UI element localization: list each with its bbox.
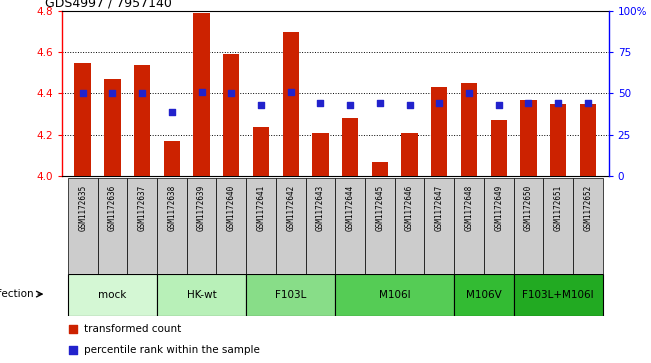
Bar <box>68 274 157 316</box>
Text: M106V: M106V <box>466 290 502 300</box>
Bar <box>484 178 514 274</box>
Bar <box>104 79 120 176</box>
Text: GSM1172639: GSM1172639 <box>197 185 206 231</box>
Bar <box>157 274 246 316</box>
Bar <box>187 178 216 274</box>
Point <box>523 101 534 106</box>
Point <box>583 101 593 106</box>
Text: GSM1172642: GSM1172642 <box>286 185 295 231</box>
Bar <box>68 178 98 274</box>
Point <box>256 102 266 108</box>
Text: infection: infection <box>0 289 34 299</box>
Text: percentile rank within the sample: percentile rank within the sample <box>84 345 260 355</box>
Bar <box>223 54 240 176</box>
Bar <box>454 274 514 316</box>
Text: GSM1172649: GSM1172649 <box>494 185 503 231</box>
Text: transformed count: transformed count <box>84 324 181 334</box>
Bar <box>573 178 603 274</box>
Bar <box>454 178 484 274</box>
Bar <box>253 127 269 176</box>
Text: mock: mock <box>98 290 126 300</box>
Text: GSM1172647: GSM1172647 <box>435 185 444 231</box>
Text: M106I: M106I <box>379 290 411 300</box>
Bar <box>134 65 150 176</box>
Text: GSM1172644: GSM1172644 <box>346 185 355 231</box>
Bar <box>514 274 603 316</box>
Bar <box>216 178 246 274</box>
Bar <box>372 162 388 176</box>
Point <box>167 109 177 115</box>
Bar <box>98 178 127 274</box>
Text: GSM1172648: GSM1172648 <box>465 185 473 231</box>
Bar <box>491 120 507 176</box>
Text: F103L: F103L <box>275 290 307 300</box>
Point <box>197 89 207 95</box>
Bar <box>157 178 187 274</box>
Text: GSM1172638: GSM1172638 <box>167 185 176 231</box>
Point <box>434 101 445 106</box>
Bar <box>193 13 210 176</box>
Text: GSM1172650: GSM1172650 <box>524 185 533 231</box>
Bar <box>544 178 573 274</box>
Text: GSM1172651: GSM1172651 <box>553 185 562 231</box>
Bar <box>163 141 180 176</box>
Point <box>345 102 355 108</box>
Text: GSM1172643: GSM1172643 <box>316 185 325 231</box>
Bar <box>520 100 536 176</box>
Point <box>137 90 147 96</box>
Bar <box>246 178 276 274</box>
Text: GSM1172637: GSM1172637 <box>137 185 146 231</box>
Text: GDS4997 / 7957140: GDS4997 / 7957140 <box>46 0 173 10</box>
Bar <box>461 83 477 176</box>
Bar <box>424 178 454 274</box>
Point <box>374 101 385 106</box>
Point <box>553 101 563 106</box>
Point <box>315 101 326 106</box>
Bar <box>342 118 358 176</box>
Point <box>68 326 78 332</box>
Bar <box>431 87 447 176</box>
Bar <box>305 178 335 274</box>
Bar <box>246 274 335 316</box>
Bar <box>402 133 418 176</box>
Text: GSM1172636: GSM1172636 <box>108 185 117 231</box>
Bar <box>395 178 424 274</box>
Point <box>68 347 78 353</box>
Text: GSM1172652: GSM1172652 <box>583 185 592 231</box>
Bar <box>335 274 454 316</box>
Point <box>493 102 504 108</box>
Point <box>404 102 415 108</box>
Text: HK-wt: HK-wt <box>187 290 216 300</box>
Bar <box>276 178 305 274</box>
Text: GSM1172645: GSM1172645 <box>376 185 384 231</box>
Point <box>77 90 88 96</box>
Point <box>286 89 296 95</box>
Bar <box>365 178 395 274</box>
Bar <box>550 104 566 176</box>
Point <box>107 90 118 96</box>
Text: F103L+M106I: F103L+M106I <box>522 290 594 300</box>
Bar <box>74 62 91 176</box>
Point <box>464 90 474 96</box>
Text: GSM1172641: GSM1172641 <box>256 185 266 231</box>
Bar <box>127 178 157 274</box>
Text: GSM1172646: GSM1172646 <box>405 185 414 231</box>
Text: GSM1172640: GSM1172640 <box>227 185 236 231</box>
Bar <box>283 32 299 176</box>
Bar <box>335 178 365 274</box>
Text: GSM1172635: GSM1172635 <box>78 185 87 231</box>
Bar <box>579 104 596 176</box>
Point <box>226 90 236 96</box>
Bar <box>312 133 329 176</box>
Bar <box>514 178 544 274</box>
